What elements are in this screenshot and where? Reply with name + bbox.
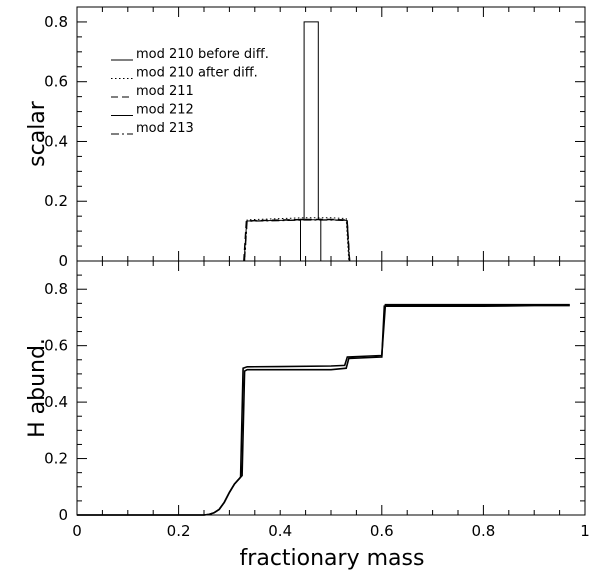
- legend-label: mod 210 after diff.: [136, 66, 258, 81]
- x-tick-label: 0.2: [167, 522, 191, 540]
- y-axis-label-scalar: scalar: [25, 100, 50, 167]
- x-tick-label: 0.6: [370, 522, 394, 540]
- x-tick-label: 0: [72, 522, 82, 540]
- legend-label: mod 210 before diff.: [136, 47, 269, 62]
- x-tick-label: 0.4: [268, 522, 292, 540]
- y-tick-label: 0.6: [44, 337, 68, 355]
- y-axis-label-h-abund: H abund.: [25, 338, 50, 438]
- series-line-mod-213: [244, 219, 351, 262]
- y-tick-label: 0.4: [44, 132, 68, 150]
- y-tick-label: 0: [58, 252, 68, 270]
- x-tick-label: 1: [580, 522, 590, 540]
- legend-label: mod 213: [136, 121, 194, 136]
- y-tick-label: 0.6: [44, 73, 68, 91]
- legend-label: mod 211: [136, 84, 194, 99]
- series-line-mod-212: [243, 219, 350, 262]
- y-tick-label: 0.8: [44, 280, 68, 298]
- x-axis-label: fractionary mass: [240, 546, 425, 571]
- y-tick-label: 0.4: [44, 393, 68, 411]
- series-line-mod-210-after-diff-: [244, 217, 350, 262]
- series-line-mod-210-before-diff-: [300, 21, 322, 261]
- x-tick-label: 0.8: [471, 522, 495, 540]
- scalar-panel: 0 0.2 0.4 0.6 0.8 mod 210 before diff. mod 210…: [44, 6, 586, 270]
- series-line-0: [77, 304, 570, 516]
- y-tick-label: 0.2: [44, 192, 68, 210]
- series-line-mod-211: [243, 218, 351, 262]
- legend-label: mod 212: [136, 103, 194, 118]
- plot-frame-1: [76, 260, 586, 516]
- y-tick-label: 0.8: [44, 13, 68, 31]
- hydrogen-abundance-panel: 0 0.2 0.4 0.6 0.8 1 0 0.2 0.4 0.6 0.8: [44, 260, 590, 540]
- y-tick-label: 0.2: [44, 450, 68, 468]
- series-line-1: [77, 303, 570, 516]
- y-tick-label: 0: [58, 506, 68, 524]
